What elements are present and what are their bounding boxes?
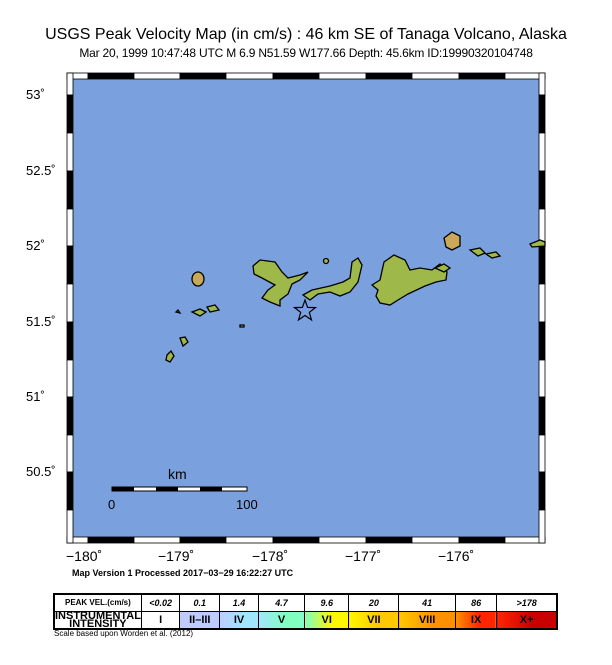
intensity-legend: PEAK VEL.(cm/s) <0.02 0.1 1.4 4.7 9.6 20 41 86 >1… bbox=[53, 593, 558, 630]
frame-segment bbox=[538, 94, 546, 134]
frame-segment bbox=[538, 132, 546, 172]
frame-segment bbox=[318, 536, 367, 544]
island-tanaga bbox=[252, 259, 309, 307]
intensity-cell: V bbox=[257, 611, 306, 630]
intensity-label: INSTRUMENTAL INTENSITY bbox=[53, 610, 142, 630]
scale-start: 0 bbox=[108, 497, 116, 512]
scale-bar bbox=[111, 486, 248, 492]
frame-segment bbox=[133, 72, 181, 80]
peak-vel-value: 0.1 bbox=[179, 593, 221, 612]
scale-credit: Scale based upon Worden et al. (2012) bbox=[54, 629, 194, 638]
frame-segment bbox=[179, 72, 227, 80]
island bbox=[443, 231, 461, 251]
frame-segment bbox=[66, 396, 74, 436]
frame-segment bbox=[66, 471, 74, 511]
frame-segment bbox=[66, 132, 74, 172]
island bbox=[433, 239, 546, 273]
frame-segment bbox=[225, 536, 274, 544]
lat-label: 51.5˚ bbox=[26, 314, 56, 329]
frame-segment bbox=[538, 245, 546, 285]
frame-segment bbox=[538, 509, 546, 544]
frame-segment bbox=[133, 536, 181, 544]
island bbox=[191, 271, 205, 287]
peak-vel-label: PEAK VEL.(cm/s) bbox=[53, 593, 142, 612]
island bbox=[174, 304, 245, 328]
scale-unit: km bbox=[168, 466, 187, 482]
frame-segment bbox=[538, 170, 546, 210]
lon-label: −176˚ bbox=[438, 548, 475, 564]
lat-label: 52˚ bbox=[26, 238, 45, 253]
frame-segment bbox=[538, 396, 546, 436]
island-atka-group bbox=[370, 254, 448, 306]
frame-segment bbox=[365, 72, 413, 80]
water bbox=[67, 73, 545, 543]
event-details: Mar 20, 1999 10:47:48 UTC M 6.9 N51.59 W… bbox=[79, 46, 533, 60]
frame-segment bbox=[66, 509, 74, 544]
peak-vel-value: 86 bbox=[454, 593, 498, 612]
epicenter-star-icon[interactable] bbox=[292, 298, 318, 322]
peak-vel-value: <0.02 bbox=[140, 593, 181, 612]
island bbox=[322, 257, 330, 265]
lat-label: 50.5˚ bbox=[26, 464, 56, 479]
lon-label: −177˚ bbox=[345, 548, 382, 564]
peak-vel-value: 9.6 bbox=[304, 593, 350, 612]
frame-segment bbox=[66, 283, 74, 323]
frame-segment bbox=[66, 321, 74, 361]
island-kanaga-adak bbox=[301, 257, 363, 301]
frame-segment bbox=[538, 434, 546, 473]
frame-segment bbox=[318, 72, 367, 80]
peak-vel-value: 41 bbox=[398, 593, 456, 612]
frame-segment bbox=[458, 72, 506, 80]
frame-segment bbox=[66, 359, 74, 398]
frame-segment bbox=[538, 283, 546, 323]
frame-segment bbox=[411, 72, 460, 80]
lat-label: 52.5˚ bbox=[26, 163, 56, 178]
frame-segment bbox=[411, 536, 460, 544]
frame-segment bbox=[66, 434, 74, 473]
frame-segment bbox=[66, 72, 74, 96]
frame-segment bbox=[365, 536, 413, 544]
island bbox=[165, 336, 189, 363]
intensity-cell: II–III bbox=[179, 611, 221, 630]
frame-segment bbox=[87, 536, 135, 544]
map-version: Map Version 1 Processed 2017−03−29 16:22… bbox=[72, 568, 294, 578]
frame-segment bbox=[66, 94, 74, 134]
intensity-cell: IX bbox=[454, 611, 498, 630]
peak-vel-value: >178 bbox=[496, 593, 558, 612]
intensity-cell: VIII bbox=[398, 611, 456, 630]
frame-segment bbox=[538, 321, 546, 361]
frame-segment bbox=[66, 208, 74, 247]
peak-vel-value: 1.4 bbox=[219, 593, 259, 612]
frame-segment bbox=[458, 536, 506, 544]
map-frame bbox=[66, 72, 546, 544]
intensity-cell: VI bbox=[304, 611, 350, 630]
peak-vel-value: 20 bbox=[348, 593, 400, 612]
intensity-cell: I bbox=[140, 611, 181, 630]
islands bbox=[165, 231, 546, 363]
frame-segment bbox=[538, 471, 546, 511]
intensity-cell: VII bbox=[348, 611, 400, 630]
frame-segment bbox=[272, 72, 320, 80]
intensity-cell: X+ bbox=[496, 611, 558, 630]
lat-label: 53˚ bbox=[26, 87, 45, 102]
frame-segment bbox=[66, 170, 74, 210]
frame-segment bbox=[538, 359, 546, 398]
lon-label: −178˚ bbox=[252, 548, 289, 564]
frame-segment bbox=[179, 536, 227, 544]
peak-vel-value: 4.7 bbox=[257, 593, 306, 612]
frame-segment bbox=[225, 72, 274, 80]
frame-segment bbox=[66, 245, 74, 285]
intensity-cell: IV bbox=[219, 611, 259, 630]
lat-label: 51˚ bbox=[26, 389, 45, 404]
frame-segment bbox=[87, 72, 135, 80]
lon-label: −180˚ bbox=[66, 548, 103, 564]
scale-end: 100 bbox=[236, 497, 258, 512]
map-title: USGS Peak Velocity Map (in cm/s) : 46 km… bbox=[45, 26, 567, 43]
lon-label: −179˚ bbox=[158, 548, 195, 564]
frame-segment bbox=[272, 536, 320, 544]
frame-segment bbox=[538, 72, 546, 96]
